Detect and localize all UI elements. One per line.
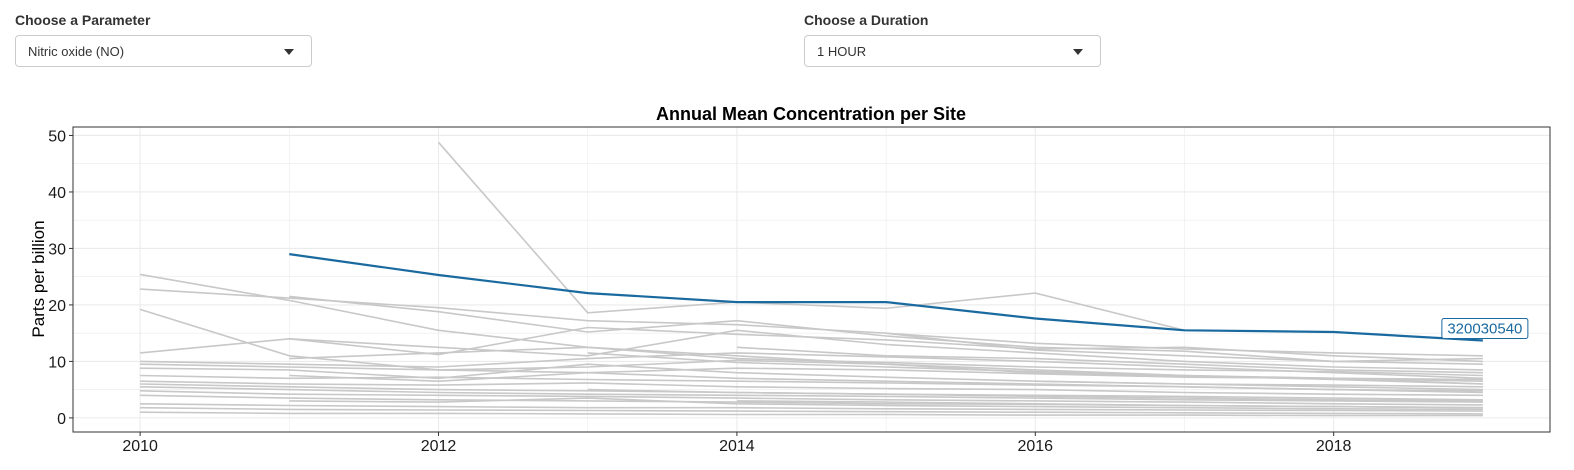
series-line — [140, 352, 1483, 380]
caret-down-icon — [284, 49, 294, 55]
series-line — [289, 371, 1483, 394]
highlight-series-label: 320030540 — [1447, 321, 1522, 338]
series-line — [437, 141, 1185, 332]
highlight-series-line — [289, 253, 1483, 342]
parameter-select[interactable]: Nitric oxide (NO) — [15, 35, 312, 67]
highlight-series — [289, 253, 1483, 342]
duration-select[interactable]: 1 HOUR — [804, 35, 1101, 67]
series-line — [140, 390, 1483, 406]
series-line — [587, 388, 1483, 402]
background-series — [139, 141, 1483, 417]
series-line — [140, 406, 1483, 415]
parameter-control: Choose a Parameter Nitric oxide (NO) — [15, 12, 312, 67]
series-line — [289, 329, 1483, 371]
x-tick-label: 2014 — [719, 438, 755, 455]
y-tick-label: 30 — [48, 241, 66, 258]
series-line — [140, 288, 1483, 357]
axes: 0 10 20 30 40 50 2010 2012 2014 2016 2018 — [48, 128, 1351, 455]
y-tick-label: 20 — [48, 298, 66, 315]
x-tick-label: 2016 — [1017, 438, 1053, 455]
series-line — [289, 295, 1483, 363]
parameter-label: Choose a Parameter — [15, 12, 151, 28]
x-tick-label: 2012 — [421, 438, 457, 455]
series-line — [289, 397, 1483, 411]
series-line — [140, 363, 1483, 388]
series-line — [886, 332, 1483, 365]
series-line — [140, 386, 1483, 403]
series-line — [587, 352, 1483, 385]
series-line — [140, 411, 1483, 417]
plot-panel-border — [72, 126, 1551, 433]
duration-control: Choose a Duration 1 HOUR — [804, 12, 1101, 67]
series-line — [140, 403, 1483, 412]
chart-title: Annual Mean Concentration per Site — [656, 104, 966, 124]
y-axis-title: Parts per billion — [29, 220, 48, 337]
highlight-label-group: 320030540 — [1441, 318, 1529, 339]
y-tick-label: 40 — [48, 185, 66, 202]
duration-select-value: 1 HOUR — [817, 44, 867, 59]
y-tick-label: 10 — [48, 354, 66, 371]
caret-down-icon — [1073, 49, 1083, 55]
series-line — [736, 346, 1483, 374]
highlight-label-box — [1441, 318, 1529, 339]
y-tick-label: 50 — [48, 128, 66, 145]
y-tick-label: 0 — [57, 411, 66, 428]
series-line — [140, 380, 1483, 397]
grid — [73, 127, 1550, 432]
parameter-select-value: Nitric oxide (NO) — [28, 44, 125, 59]
x-tick-label: 2010 — [122, 438, 158, 455]
duration-label: Choose a Duration — [804, 12, 929, 28]
series-line — [1035, 380, 1483, 391]
series-line — [736, 400, 1483, 409]
x-tick-label: 2018 — [1316, 438, 1352, 455]
